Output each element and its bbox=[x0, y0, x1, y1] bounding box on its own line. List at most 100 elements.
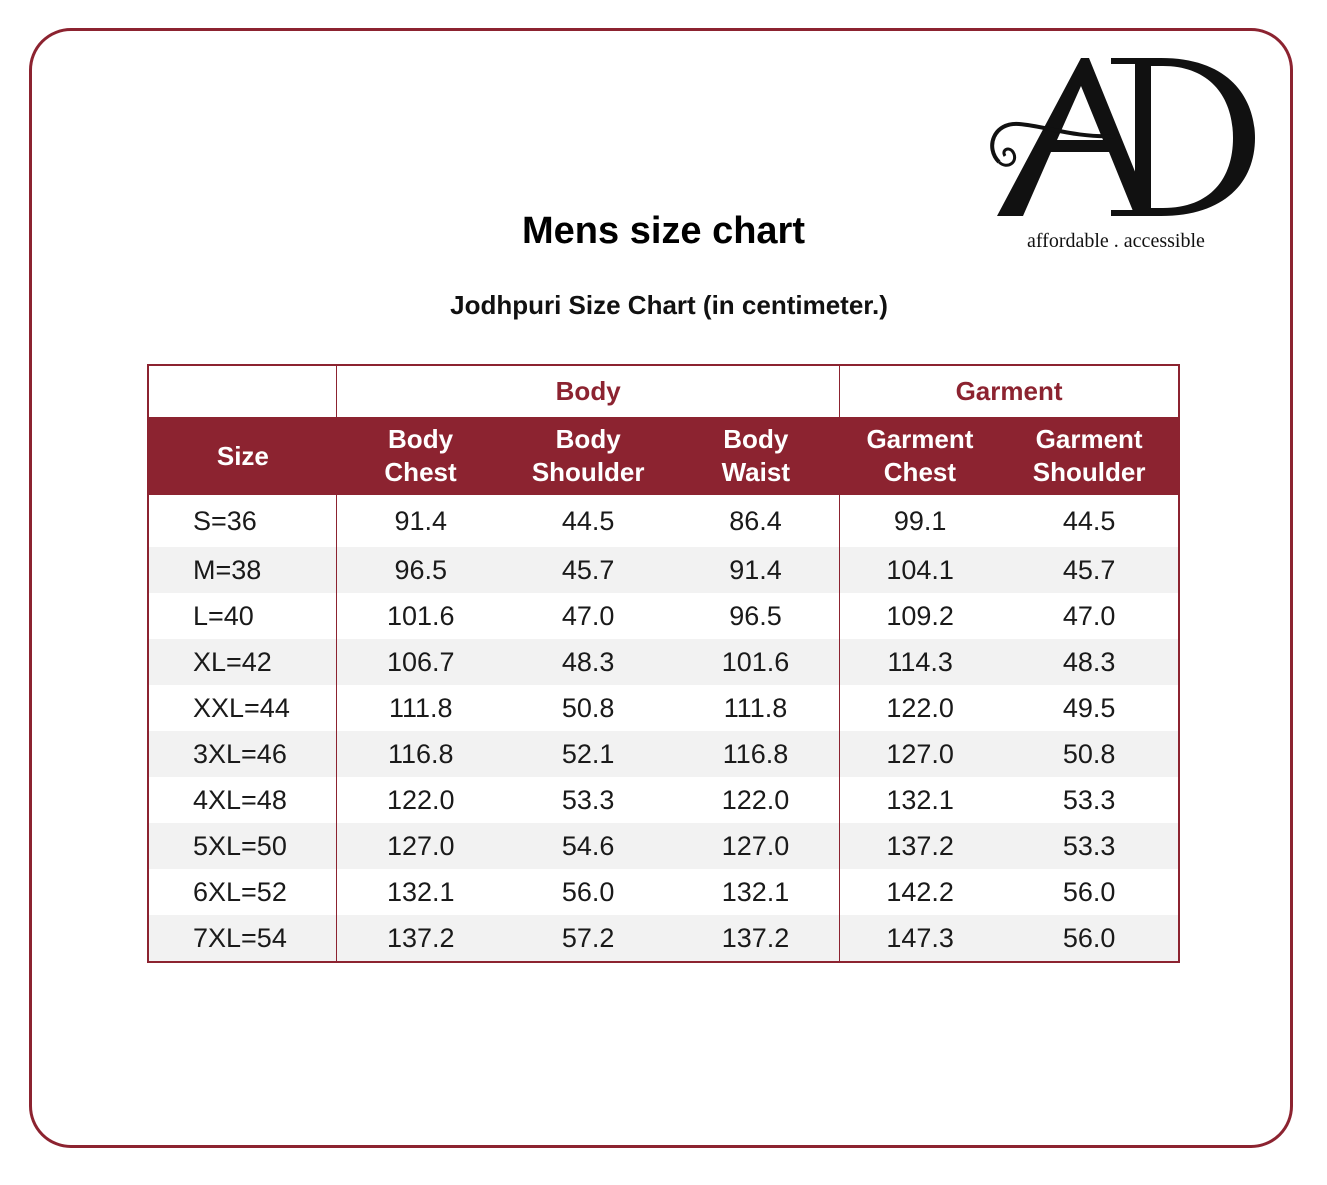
measurement-cell: 48.3 bbox=[1000, 639, 1179, 685]
column-header-line: Body bbox=[388, 424, 454, 454]
brand-logo: affordable . accessible bbox=[985, 52, 1265, 262]
ad-monogram-icon bbox=[990, 58, 1255, 216]
column-header: Body Shoulder bbox=[504, 417, 673, 495]
column-header: Garment Chest bbox=[839, 417, 1001, 495]
measurement-cell: 137.2 bbox=[336, 915, 505, 962]
measurement-cell: 91.4 bbox=[394, 505, 448, 536]
size-cell: 6XL=52 bbox=[148, 869, 338, 915]
measurement-cell: 45.7 bbox=[1000, 547, 1179, 593]
column-header-line: Body bbox=[555, 424, 621, 454]
column-header: Garment Shoulder bbox=[1000, 417, 1179, 495]
measurement-cell: 147.3 bbox=[839, 915, 1001, 962]
size-cell: 4XL=48 bbox=[148, 777, 338, 823]
table-row: 7XL=54 137.2 57.2 137.2 147.3 56.0 bbox=[148, 915, 1179, 962]
page-title: Mens size chart bbox=[522, 210, 805, 252]
measurement-cell: 127.0 bbox=[672, 823, 841, 869]
measurement-cell: 52.1 bbox=[504, 731, 673, 777]
column-header: Body Waist bbox=[672, 417, 840, 495]
measurement-cell: 137.2 bbox=[672, 915, 841, 962]
size-cell: XXL=44 bbox=[148, 685, 338, 731]
measurement-cell: 106.7 bbox=[336, 639, 505, 685]
measurement-cell: 47.0 bbox=[1062, 600, 1116, 631]
size-cell: 7XL=54 bbox=[148, 915, 338, 962]
group-header-row: Body Garment bbox=[148, 365, 1179, 417]
column-header-line: Waist bbox=[721, 457, 790, 487]
table-row: 5XL=50 127.0 54.6 127.0 137.2 53.3 bbox=[148, 823, 1179, 869]
measurement-cell: 122.0 bbox=[386, 784, 455, 815]
measurement-cell: 49.5 bbox=[1062, 692, 1116, 723]
column-header: Body Chest bbox=[336, 417, 505, 495]
column-header: Size bbox=[148, 417, 337, 495]
group-header-body: Body bbox=[336, 365, 841, 417]
table-row: L=40 101.6 47.0 96.5 109.2 47.0 bbox=[148, 593, 1179, 639]
measurement-cell: 111.8 bbox=[389, 692, 453, 723]
measurement-cell: 53.3 bbox=[1062, 784, 1116, 815]
measurement-cell: 109.2 bbox=[886, 600, 954, 631]
column-header-line: Garment bbox=[866, 424, 974, 454]
size-cell: XL=42 bbox=[148, 639, 338, 685]
size-rows: S=36 91.4 44.5 86.4 99.1 44.5 M=38 96.5 45.7 91.4… bbox=[148, 495, 1179, 962]
column-header-line: Garment bbox=[1035, 424, 1143, 454]
measurement-cell: 99.1 bbox=[893, 505, 947, 536]
measurement-cell: 56.0 bbox=[561, 876, 615, 907]
group-header-blank bbox=[148, 365, 338, 417]
measurement-cell: 127.0 bbox=[839, 731, 1001, 777]
measurement-cell: 104.1 bbox=[839, 547, 1001, 593]
size-cell: 5XL=50 bbox=[148, 823, 338, 869]
measurement-cell: 54.6 bbox=[504, 823, 673, 869]
measurement-cell: 132.1 bbox=[886, 784, 954, 815]
table-row: 6XL=52 132.1 56.0 132.1 142.2 56.0 bbox=[148, 869, 1179, 915]
measurement-cell: 116.8 bbox=[672, 731, 841, 777]
measurement-cell: 50.8 bbox=[1000, 731, 1179, 777]
measurement-cell: 116.8 bbox=[336, 731, 505, 777]
measurement-cell: 137.2 bbox=[839, 823, 1001, 869]
measurement-cell: 101.6 bbox=[386, 600, 455, 631]
column-header-line: Shoulder bbox=[1032, 457, 1146, 487]
size-cell: L=40 bbox=[148, 593, 338, 639]
measurement-cell: 122.0 bbox=[672, 777, 841, 823]
column-header-line: Chest bbox=[384, 457, 457, 487]
size-cell: 3XL=46 bbox=[148, 731, 338, 777]
measurement-cell: 96.5 bbox=[672, 593, 841, 639]
chart-subtitle: Jodhpuri Size Chart (in centimeter.) bbox=[450, 290, 888, 320]
measurement-cell: 50.8 bbox=[561, 692, 615, 723]
table-row: S=36 91.4 44.5 86.4 99.1 44.5 bbox=[148, 495, 1179, 547]
measurement-cell: 48.3 bbox=[504, 639, 673, 685]
size-cell: M=38 bbox=[148, 547, 338, 593]
column-header-row: Size Body Chest Body Shoulder Body Waist Garmen… bbox=[148, 417, 1179, 495]
measurement-cell: 132.1 bbox=[672, 869, 841, 915]
measurement-cell: 142.2 bbox=[886, 876, 954, 907]
size-cell: S=36 bbox=[148, 495, 338, 547]
measurement-cell: 53.3 bbox=[1000, 823, 1179, 869]
column-header-line: Size bbox=[216, 440, 269, 471]
measurement-cell: 132.1 bbox=[386, 876, 455, 907]
table-row: XL=42 106.7 48.3 101.6 114.3 48.3 bbox=[148, 639, 1179, 685]
measurement-cell: 127.0 bbox=[336, 823, 505, 869]
column-header-line: Shoulder bbox=[531, 457, 645, 487]
table-row: M=38 96.5 45.7 91.4 104.1 45.7 bbox=[148, 547, 1179, 593]
page-frame bbox=[29, 28, 1293, 1148]
table-row: 4XL=48 122.0 53.3 122.0 132.1 53.3 bbox=[148, 777, 1179, 823]
table-row: 3XL=46 116.8 52.1 116.8 127.0 50.8 bbox=[148, 731, 1179, 777]
measurement-cell: 91.4 bbox=[672, 547, 841, 593]
table-row: XXL=44 111.8 50.8 111.8 122.0 49.5 bbox=[148, 685, 1179, 731]
measurement-cell: 56.0 bbox=[1000, 915, 1179, 962]
measurement-cell: 114.3 bbox=[839, 639, 1001, 685]
measurement-cell: 111.8 bbox=[672, 685, 841, 731]
measurement-cell: 53.3 bbox=[561, 784, 615, 815]
measurement-cell: 86.4 bbox=[672, 495, 841, 547]
measurement-cell: 57.2 bbox=[504, 915, 673, 962]
measurement-cell: 56.0 bbox=[1062, 876, 1116, 907]
measurement-cell: 47.0 bbox=[561, 600, 615, 631]
measurement-cell: 44.5 bbox=[1062, 505, 1116, 536]
logo-tagline: affordable . accessible bbox=[1027, 230, 1205, 252]
column-header-line: Chest bbox=[883, 457, 957, 487]
measurement-cell: 122.0 bbox=[886, 692, 954, 723]
measurement-cell: 101.6 bbox=[672, 639, 841, 685]
measurement-cell: 45.7 bbox=[504, 547, 673, 593]
group-header-garment: Garment bbox=[839, 365, 1179, 417]
measurement-cell: 96.5 bbox=[336, 547, 505, 593]
column-header-line: Body bbox=[723, 424, 789, 454]
size-chart-table: Body Garment Size Body Chest Body Shoulder Bo… bbox=[147, 364, 1180, 963]
measurement-cell: 44.5 bbox=[561, 505, 615, 536]
